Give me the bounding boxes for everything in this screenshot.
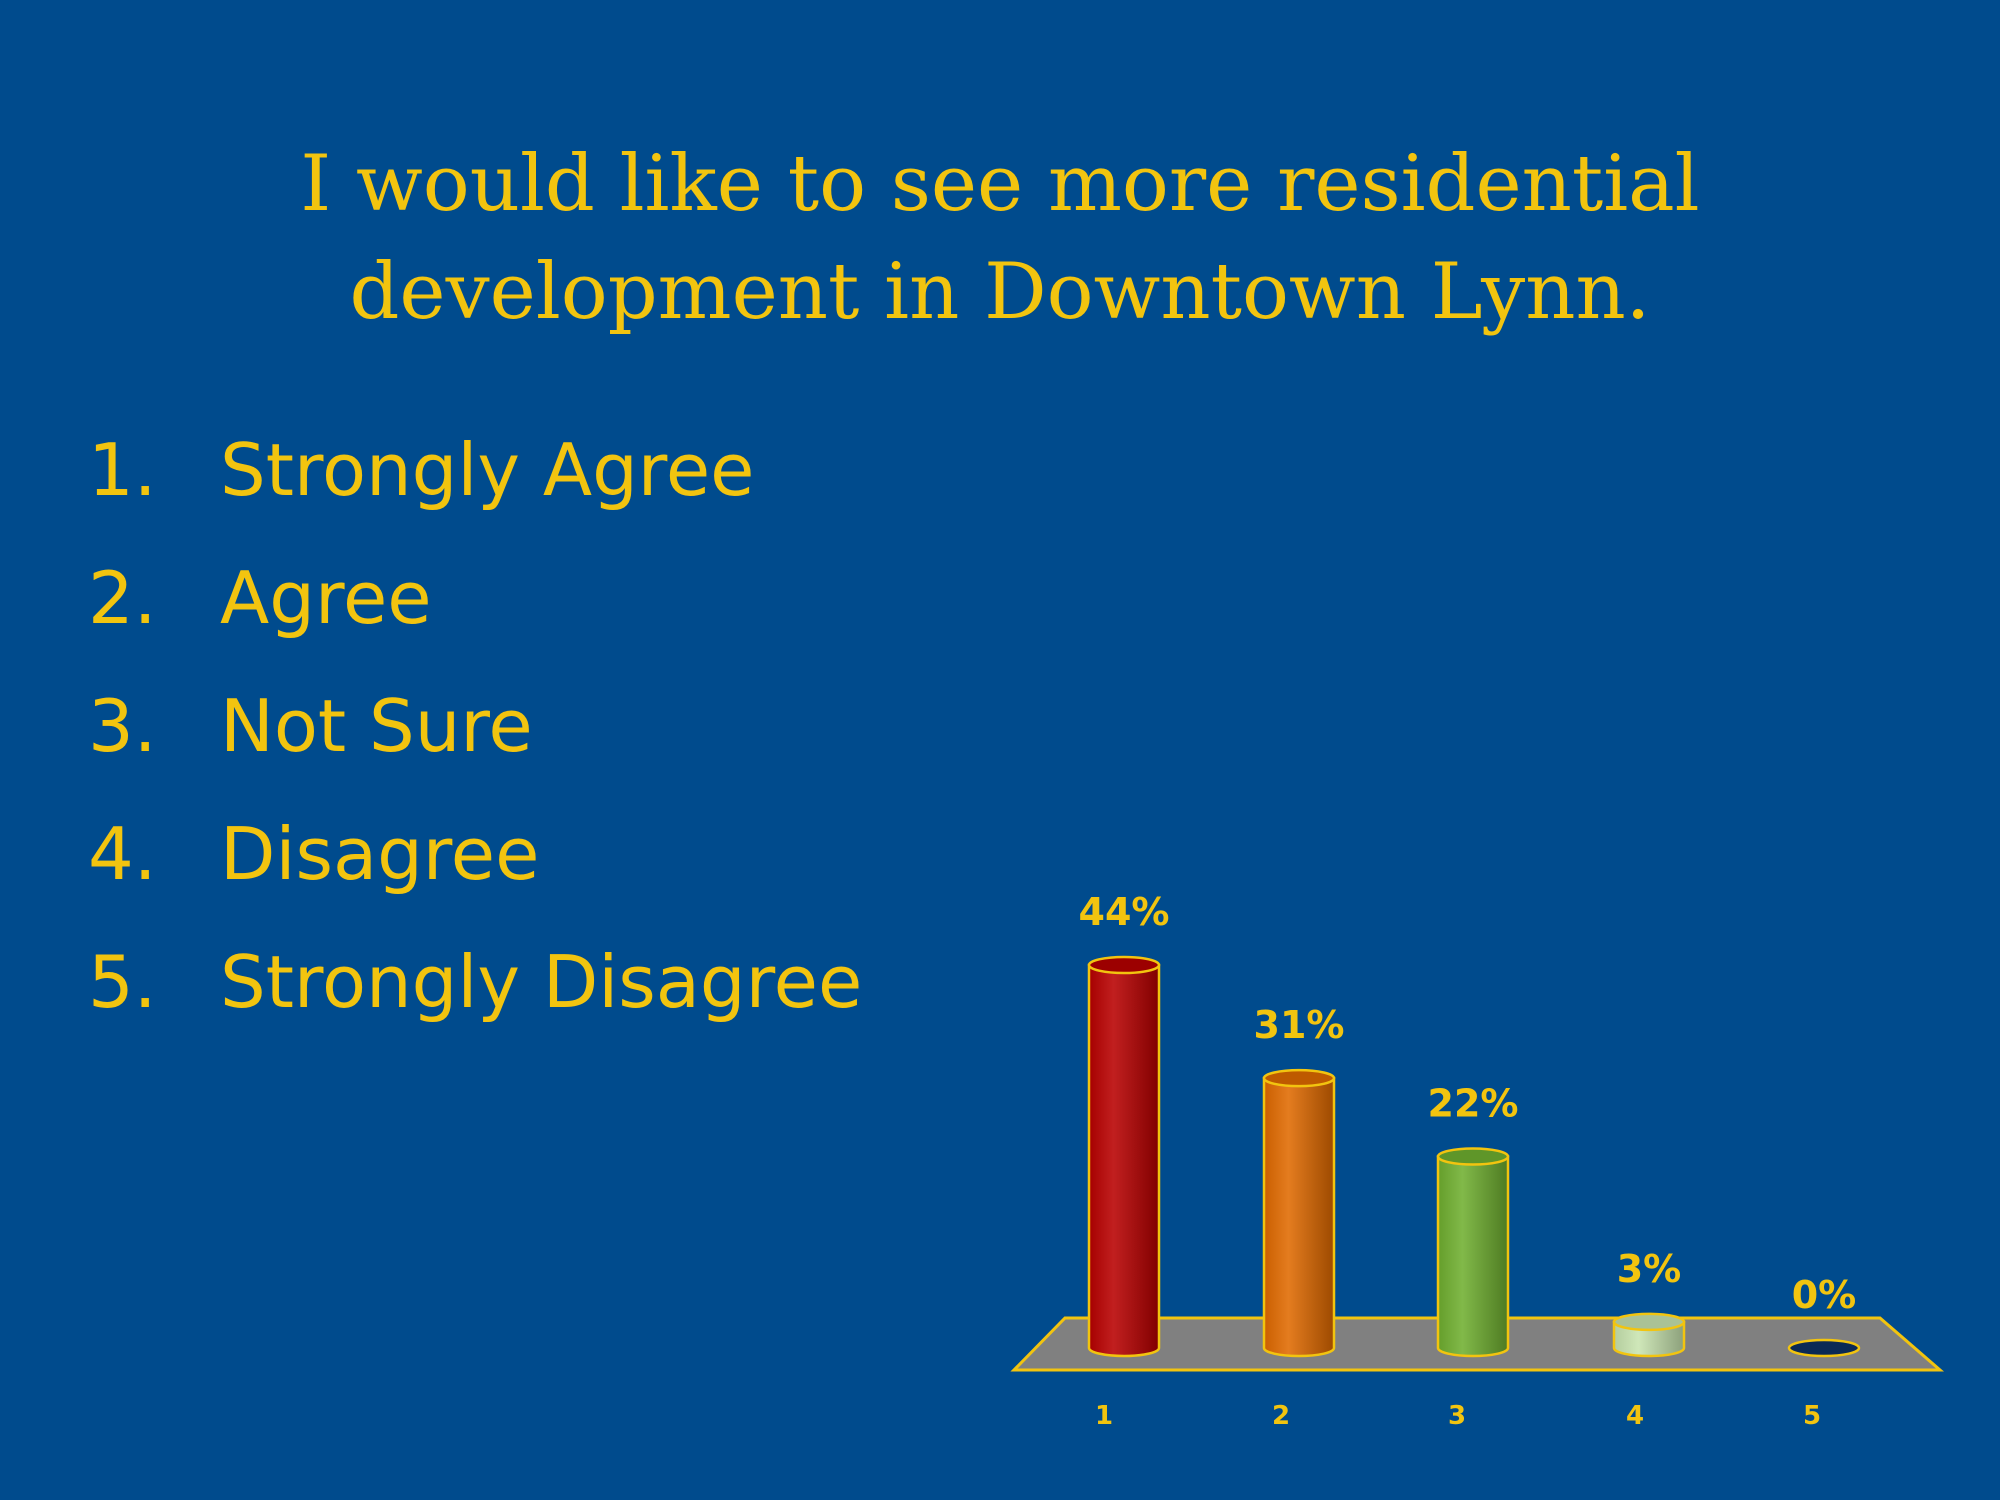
bar-4 [1612, 1312, 1686, 1358]
option-number: 3. [88, 684, 157, 768]
option-number: 5. [88, 940, 157, 1024]
x-tick-label: 4 [1626, 1401, 1644, 1431]
option-label: Agree [220, 556, 432, 640]
bar-body [1612, 1320, 1686, 1358]
bar-top-cap [1612, 1312, 1686, 1332]
bar-body [1087, 963, 1161, 1358]
option-label: Disagree [220, 812, 540, 896]
x-tick-label: 5 [1803, 1401, 1821, 1431]
option-label: Strongly Agree [220, 428, 755, 512]
option-label: Not Sure [220, 684, 533, 768]
bar-1 [1087, 955, 1161, 1358]
bar-5 [1787, 1338, 1861, 1358]
title-line-1: I would like to see more residential [300, 139, 1700, 229]
bar-value-label: 31% [1254, 1003, 1345, 1047]
chart-category-labels: 1 2 3 4 5 [1095, 1401, 1821, 1431]
bar-top-cap [1087, 955, 1161, 975]
option-number: 2. [88, 556, 157, 640]
answer-option: 4. Disagree [88, 804, 862, 932]
x-tick-label: 3 [1448, 1401, 1466, 1431]
bar-top-cap [1262, 1068, 1336, 1088]
answer-option: 3. Not Sure [88, 676, 862, 804]
bar-body [1436, 1155, 1510, 1358]
title-line-2: development in Downtown Lynn. [349, 247, 1651, 337]
bar-3 [1436, 1147, 1510, 1358]
bar-value-label: 44% [1079, 890, 1170, 934]
x-tick-label: 1 [1095, 1401, 1113, 1431]
bar-top-cap [1787, 1338, 1861, 1358]
bar-value-label: 3% [1617, 1247, 1682, 1291]
answer-option: 1. Strongly Agree [88, 420, 862, 548]
option-number: 1. [88, 428, 157, 512]
answer-option: 5. Strongly Disagree [88, 932, 862, 1060]
x-tick-label: 2 [1272, 1401, 1290, 1431]
bar-value-label: 22% [1428, 1082, 1519, 1126]
answer-options-list: 1. Strongly Agree 2. Agree 3. Not Sure 4… [88, 420, 862, 1060]
bar-top-cap [1436, 1147, 1510, 1166]
chart-value-labels: 44% 31% 22% 3% 0% [1079, 890, 1857, 1317]
option-number: 4. [88, 812, 157, 896]
bar-body [1262, 1076, 1336, 1358]
slide-title: I would like to see more residential dev… [180, 130, 1820, 346]
answer-option: 2. Agree [88, 548, 862, 676]
option-label: Strongly Disagree [220, 940, 863, 1024]
bar-2 [1262, 1068, 1336, 1358]
bar-value-label: 0% [1792, 1273, 1857, 1317]
chart-bars [1087, 955, 1861, 1358]
